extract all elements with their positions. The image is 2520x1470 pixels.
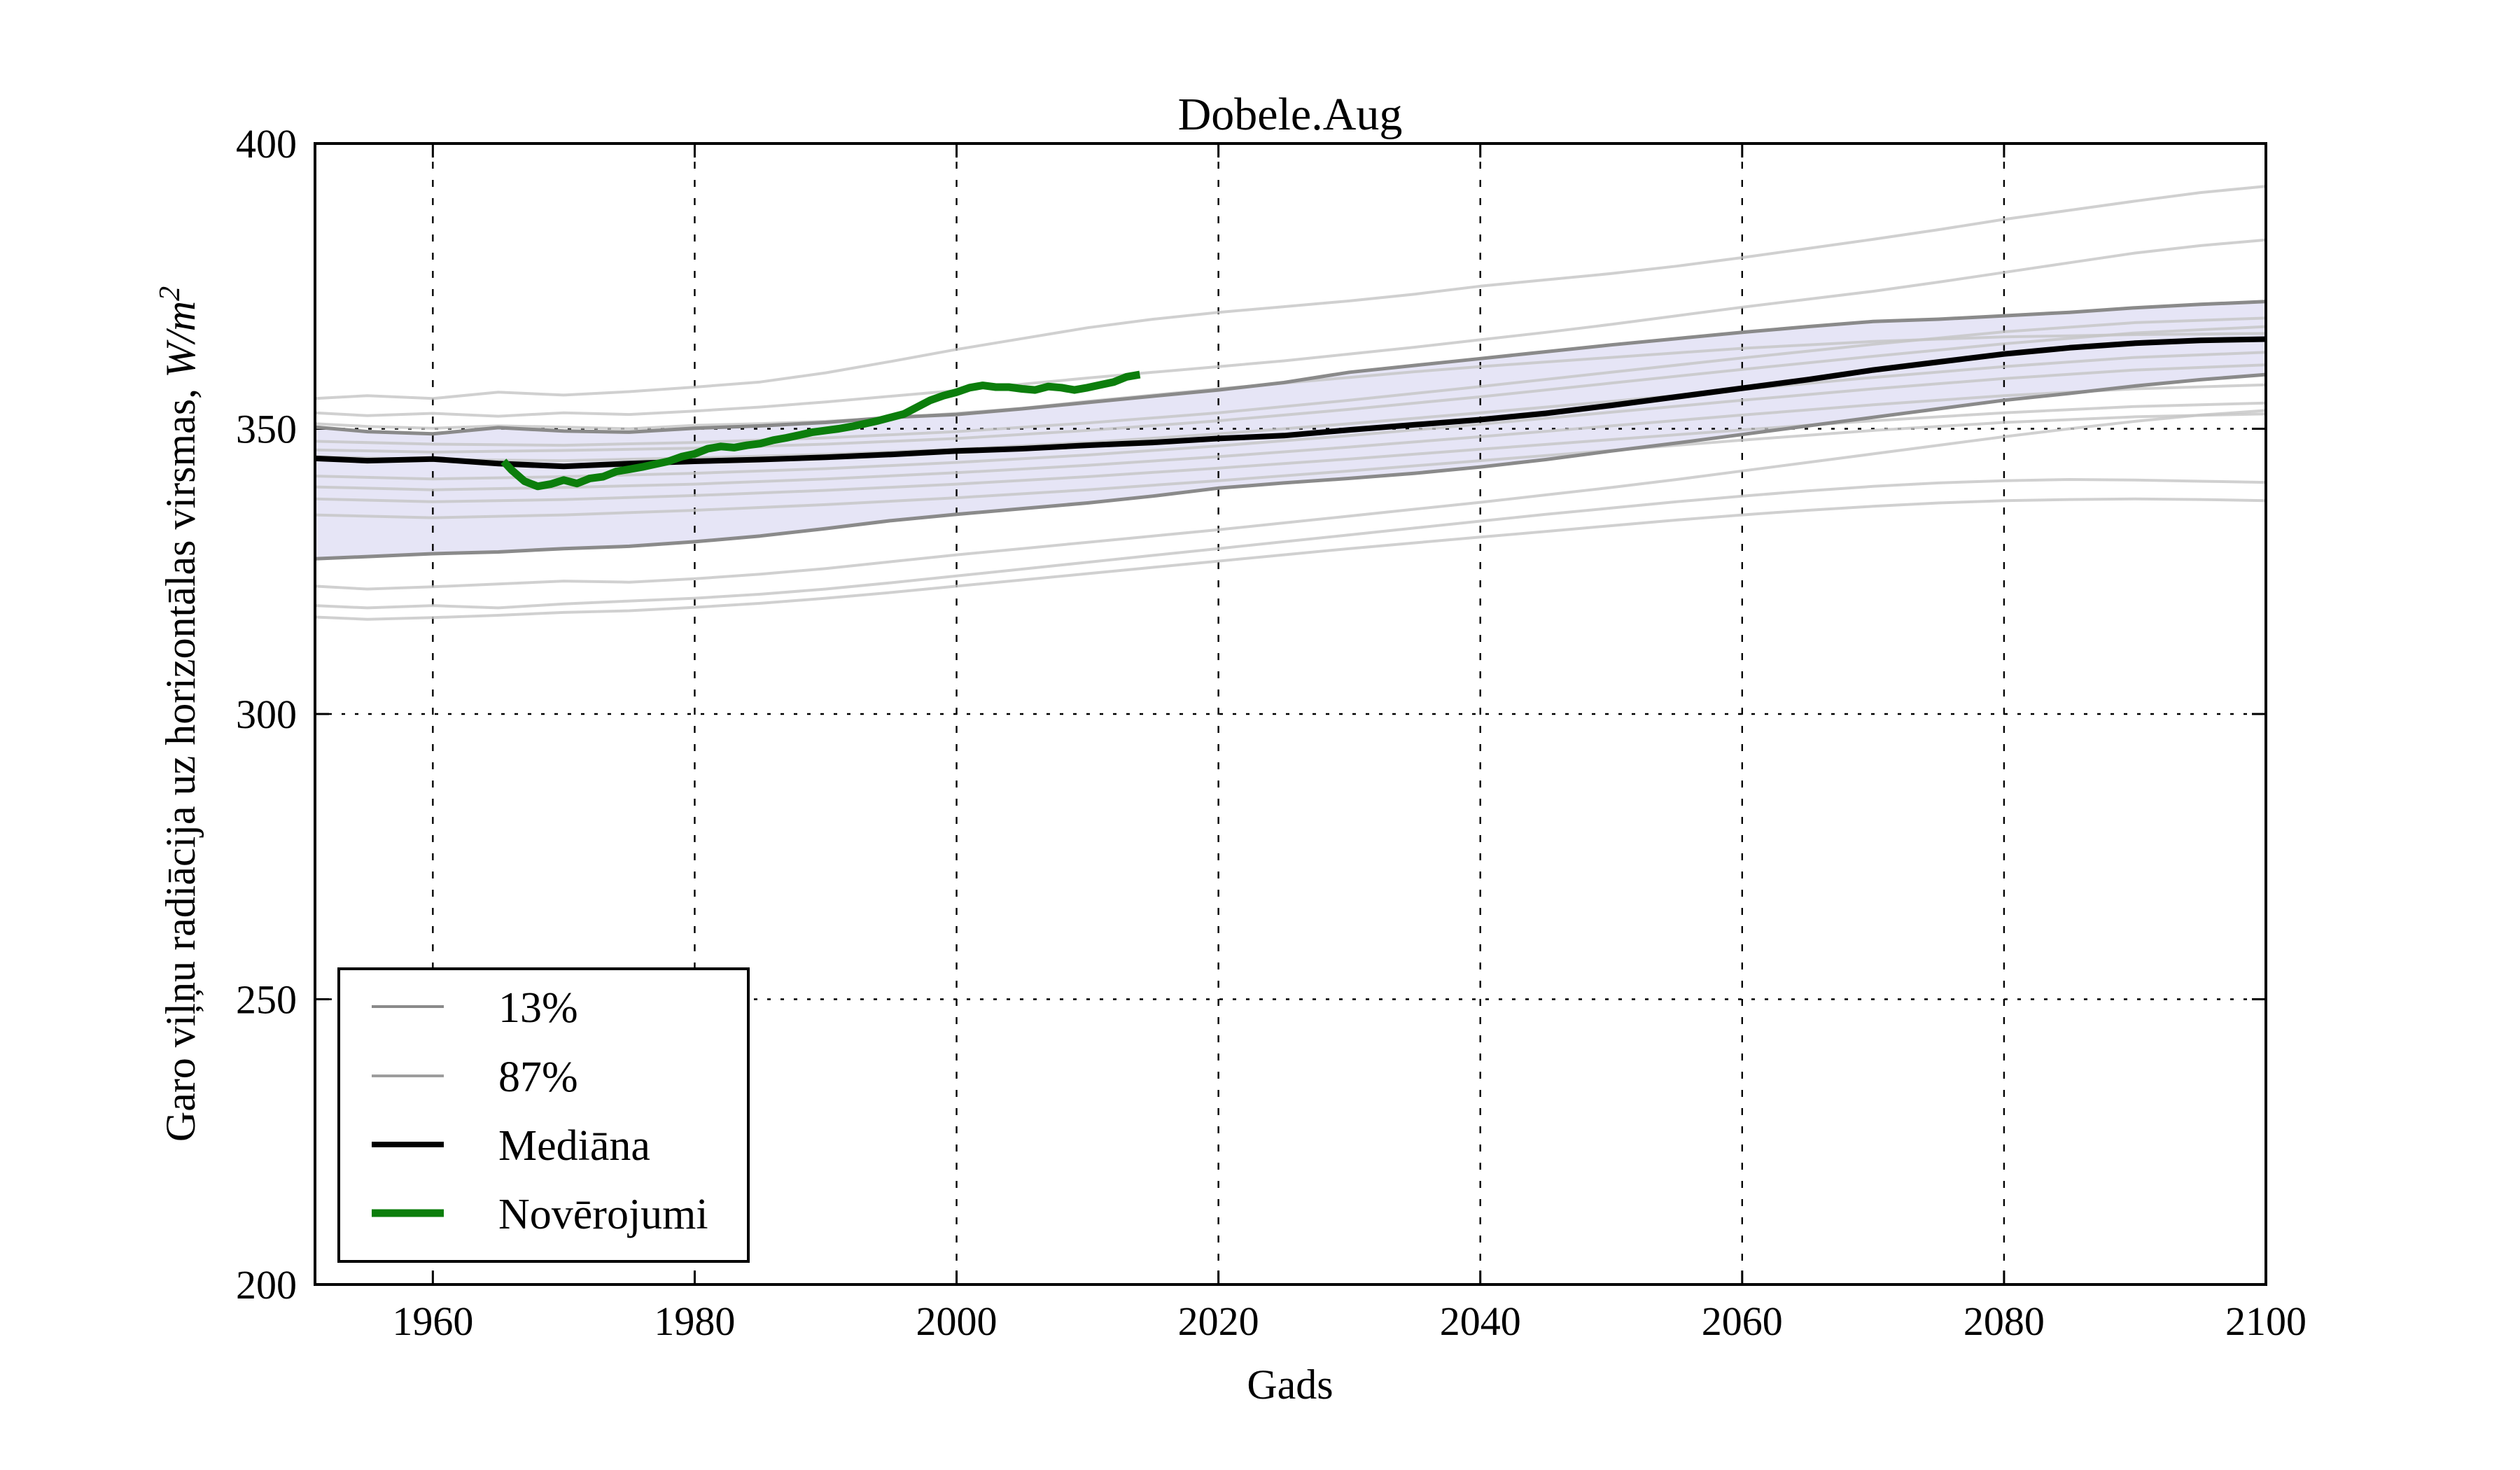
y-tick-label-300: 300 xyxy=(236,692,297,737)
series-ensemble-run-13 xyxy=(314,497,2267,621)
series-percentile-87 xyxy=(314,300,2267,436)
series-noverojumi xyxy=(500,370,1141,491)
series-mediana xyxy=(314,336,2267,470)
series-layer xyxy=(314,185,2267,621)
series-ensemble-run-4 xyxy=(314,316,2267,447)
legend-label-87pct: 87% xyxy=(498,1054,578,1101)
y-axis-label-unit: W/m xyxy=(158,301,204,378)
series-ensemble-run-2 xyxy=(314,238,2267,418)
x-tick-label-1980: 1980 xyxy=(654,1298,735,1344)
x-tick-label-2000: 2000 xyxy=(916,1298,997,1344)
tick-label-layer: 1960 1980 2000 2020 2040 2060 2080 2100 200 250 30… xyxy=(236,121,2306,1344)
series-ensemble-run-7 xyxy=(314,363,2267,481)
y-tick-label-200: 200 xyxy=(236,1262,297,1308)
x-tick-label-2020: 2020 xyxy=(1178,1298,1259,1344)
x-tick-label-2040: 2040 xyxy=(1440,1298,1521,1344)
y-tick-label-400: 400 xyxy=(236,121,297,167)
series-percentile-13 xyxy=(314,372,2267,561)
series-ensemble-run-9 xyxy=(314,401,2267,503)
y-axis-label: Garo viļņu radiācija uz horizontālas vir… xyxy=(154,286,204,1142)
series-ensemble-run-8 xyxy=(314,383,2267,491)
x-tick-label-1960: 1960 xyxy=(392,1298,473,1344)
y-tick-label-250: 250 xyxy=(236,977,297,1023)
y-axis-label-text: Garo viļņu radiācija uz horizontālas vir… xyxy=(158,378,204,1142)
series-ensemble-run-11 xyxy=(314,409,2267,591)
chart-title: Dobele.Aug xyxy=(1178,89,1403,140)
series-ensemble-run-5 xyxy=(314,325,2267,454)
plot-frame xyxy=(314,142,2267,1286)
y-axis-label-superscript: 2 xyxy=(154,286,186,301)
series-ensemble-run-12 xyxy=(314,478,2267,610)
x-axis-label: Gads xyxy=(1247,1362,1333,1408)
legend: 13% 87% Mediāna Novērojumi xyxy=(337,967,750,1263)
y-tick-label-350: 350 xyxy=(236,407,297,452)
x-tick-label-2080: 2080 xyxy=(1963,1298,2045,1344)
legend-label-noverojumi: Novērojumi xyxy=(498,1191,708,1238)
x-tick-label-2060: 2060 xyxy=(1702,1298,1783,1344)
legend-label-mediana: Mediāna xyxy=(498,1122,650,1170)
series-ensemble-run-6 xyxy=(314,351,2267,463)
x-tick-label-2100: 2100 xyxy=(2225,1298,2306,1344)
series-ensemble-run-10 xyxy=(314,412,2267,519)
series-ensemble-run-1 xyxy=(314,185,2267,400)
legend-label-13pct: 13% xyxy=(498,984,578,1032)
